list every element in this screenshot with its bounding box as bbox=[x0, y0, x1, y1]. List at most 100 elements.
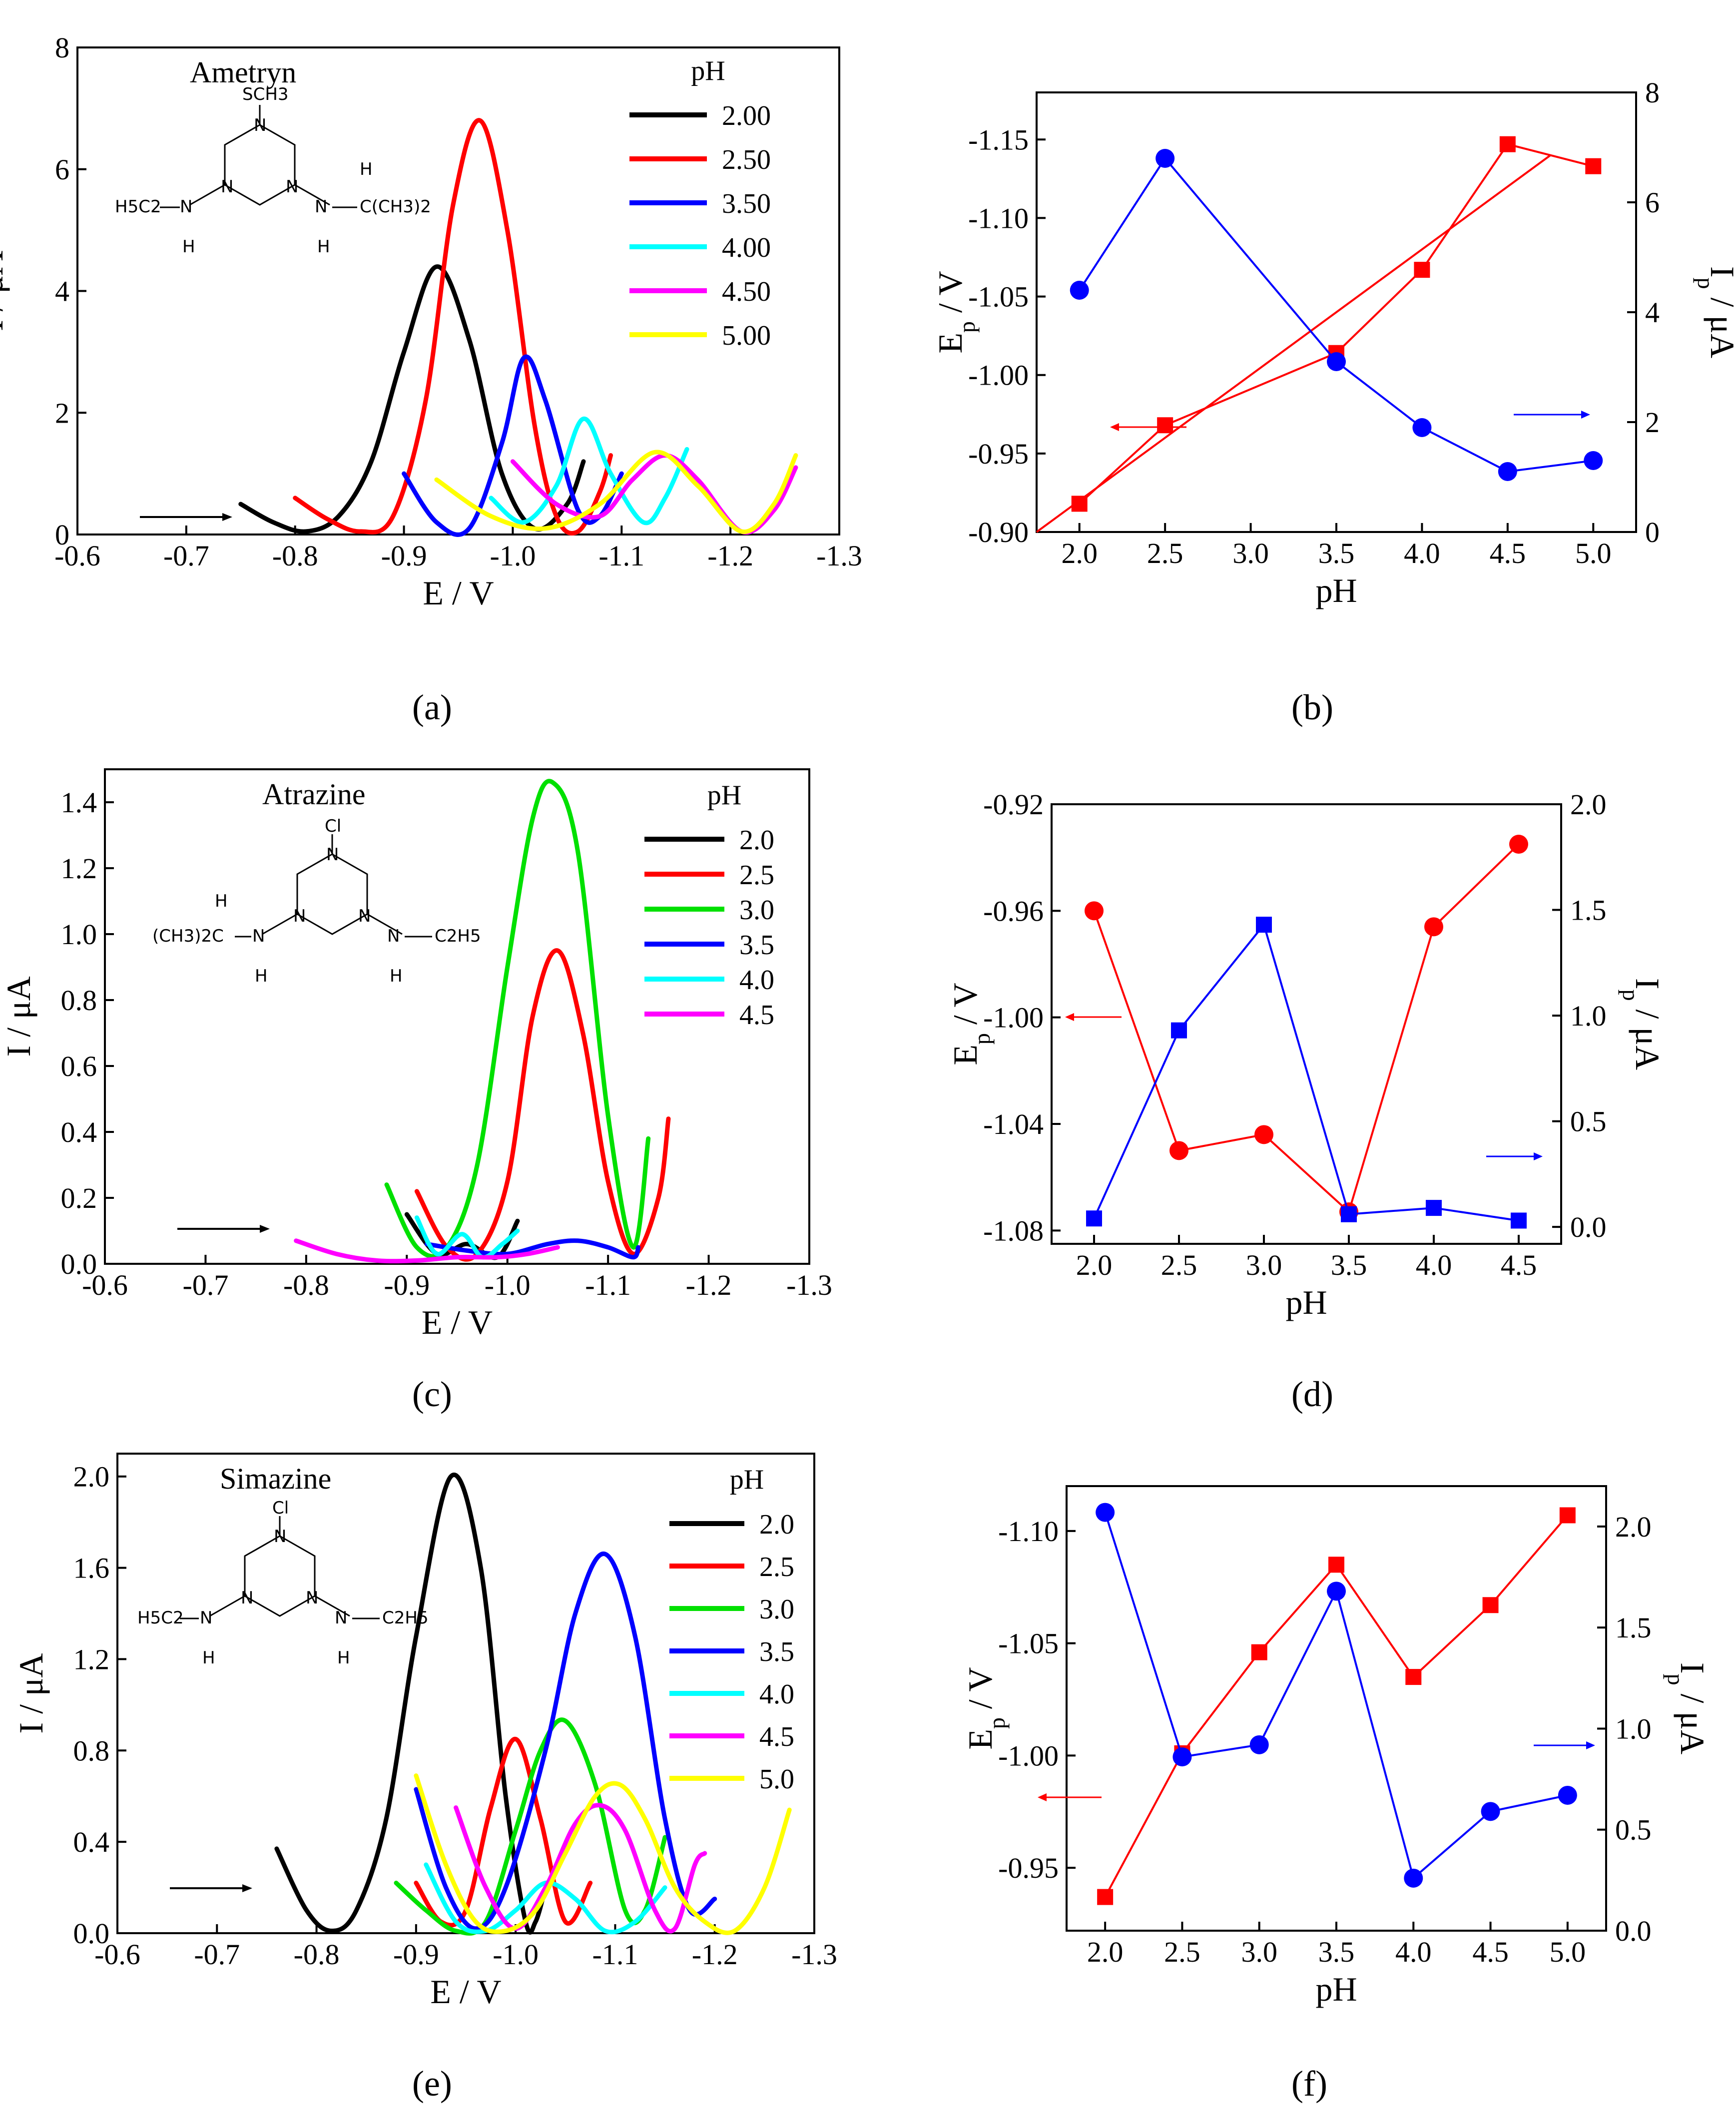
series-e bbox=[274, 1473, 792, 1936]
x-tick-label: 3.5 bbox=[1318, 537, 1355, 569]
ticks-f: 2.0 2.5 3.0 3.5 4.0 4.5 5.0 -0.95 -1.00 -1.05 -1.1… bbox=[961, 1511, 1712, 2008]
atom: H bbox=[360, 159, 373, 179]
y-tick-label: -1.00 bbox=[998, 1739, 1059, 1772]
y-tick-label: 0.6 bbox=[61, 1050, 97, 1082]
x-tick-label: -1.1 bbox=[585, 1269, 631, 1301]
series-line-Ep bbox=[1079, 143, 1594, 505]
right-axis-arrowhead-d bbox=[1534, 1152, 1543, 1160]
y-right-axis-label-sub: p bbox=[1664, 1674, 1689, 1685]
y-tick-label: -1.04 bbox=[983, 1108, 1044, 1140]
series-line-4.00 bbox=[489, 416, 689, 526]
y-tick-label: -1.10 bbox=[968, 202, 1029, 234]
series-d bbox=[1085, 835, 1528, 1229]
plot-frame-f bbox=[1066, 1485, 1607, 1932]
y-tick-label: 2.0 bbox=[73, 1461, 110, 1493]
y-tick-label: 0.0 bbox=[61, 1248, 97, 1280]
atom: N bbox=[221, 177, 233, 197]
series-line-Ep fit bbox=[1036, 154, 1551, 533]
legend-title: pH bbox=[730, 1464, 764, 1495]
legend-label: 5.00 bbox=[722, 320, 771, 351]
panel-e: -0.6 -0.7 -0.8 -0.9 -1.0 -1.1 -1.2 -1.3 0.0 0.4 0.… bbox=[12, 1453, 837, 2104]
molecule-name-a: Ametryn bbox=[190, 56, 296, 89]
data-point-circle bbox=[1481, 1802, 1500, 1821]
triazine-ring bbox=[224, 124, 296, 206]
y-right-axis-label-unit: / μA bbox=[1629, 1001, 1667, 1070]
y-axis-label-base: E bbox=[931, 333, 969, 354]
legend-label: 4.50 bbox=[722, 276, 771, 307]
x-tick-label: -1.1 bbox=[592, 1938, 638, 1971]
caption-d: (d) bbox=[1291, 1374, 1333, 1414]
y-right-axis-label-base: I bbox=[1674, 1662, 1712, 1674]
caption-b: (b) bbox=[1291, 687, 1333, 727]
x-tick-label: -0.6 bbox=[82, 1269, 128, 1301]
x-tick-label: 5.0 bbox=[1550, 1936, 1586, 1968]
atom-group: C(CH3)2 bbox=[360, 197, 431, 217]
x-tick-label: -0.8 bbox=[283, 1269, 329, 1301]
caption-c: (c) bbox=[412, 1374, 452, 1414]
x-axis-label: pH bbox=[1315, 1970, 1357, 2008]
x-tick-label: 3.0 bbox=[1232, 537, 1269, 569]
x-tick-label: -0.9 bbox=[393, 1938, 439, 1971]
arrow-head-e bbox=[242, 1884, 252, 1892]
legend-label: 2.5 bbox=[759, 1552, 794, 1583]
x-tick-label: -1.3 bbox=[786, 1269, 832, 1301]
x-tick-label: -1.3 bbox=[816, 539, 862, 572]
series-f bbox=[1096, 1503, 1577, 1905]
x-tick-label: 2.5 bbox=[1147, 537, 1183, 569]
y-tick-label: 2 bbox=[55, 397, 69, 429]
y-tick-label: 8 bbox=[55, 31, 69, 64]
legend-title: pH bbox=[691, 55, 725, 86]
y-tick-label: -0.90 bbox=[968, 516, 1029, 548]
x-tick-label: 3.0 bbox=[1246, 1249, 1282, 1281]
left-axis-arrowhead-f bbox=[1038, 1793, 1047, 1801]
molecule-simazine: Cl N N N N H H5C2 N H C2H5 bbox=[137, 1498, 429, 1668]
atom: N bbox=[358, 906, 371, 926]
y-tick-label: -0.92 bbox=[983, 788, 1044, 821]
atom: H bbox=[317, 237, 330, 257]
caption-f: (f) bbox=[1291, 2064, 1327, 2104]
plot-frame-d bbox=[1051, 803, 1562, 1245]
x-tick-label: -0.9 bbox=[381, 539, 427, 572]
x-axis-label: E / V bbox=[422, 1303, 493, 1341]
x-tick-label: 4.5 bbox=[1490, 537, 1526, 569]
x-axis-label: pH bbox=[1315, 571, 1357, 609]
y-axis-label: I / μA bbox=[12, 1653, 50, 1733]
y-tick-label: 0.4 bbox=[61, 1116, 97, 1148]
data-point-circle bbox=[1096, 1503, 1115, 1522]
bond bbox=[314, 1595, 350, 1617]
series-line-Ip bbox=[1093, 922, 1519, 1222]
ticks-b: 2.0 2.5 3.0 3.5 4.0 4.5 5.0 -0.90 -0.95 -1.00 -1.0… bbox=[931, 76, 1736, 609]
atom: N bbox=[200, 1608, 212, 1628]
y-right-axis-label-sub: p bbox=[1619, 990, 1644, 1001]
y-tick-label: 1.6 bbox=[73, 1552, 110, 1585]
y-axis-label-unit: / V bbox=[946, 983, 984, 1033]
y-right-tick-label: 2.0 bbox=[1570, 788, 1607, 821]
atom-group: Cl bbox=[325, 816, 341, 836]
bond bbox=[209, 1595, 245, 1617]
y-axis-label: I / μA bbox=[0, 976, 37, 1057]
data-point-square bbox=[1097, 1889, 1114, 1905]
x-tick-label: -0.6 bbox=[94, 1938, 140, 1971]
y-right-axis-label-base: I bbox=[1704, 266, 1736, 278]
legend-label: 2.0 bbox=[739, 825, 774, 856]
y-tick-label: 0.4 bbox=[73, 1826, 110, 1858]
atom-group: Cl bbox=[272, 1498, 289, 1518]
ticks-c: -0.6 -0.7 -0.8 -0.9 -1.0 -1.1 -1.2 -1.3 0.0 0.2 0.… bbox=[0, 786, 832, 1341]
triazine-ring bbox=[244, 1535, 316, 1617]
ticks-a: -0.6 -0.7 -0.8 -0.9 -1.0 -1.1 -1.2 -1.3 0 2 4 6 8 E /… bbox=[0, 31, 862, 612]
x-tick-label: 2.5 bbox=[1161, 1249, 1197, 1281]
atom: H bbox=[255, 966, 268, 986]
atom-group: H5C2 bbox=[115, 197, 161, 217]
data-point-square bbox=[1482, 1597, 1499, 1613]
series-line-Ep bbox=[1093, 843, 1520, 1214]
series-line-5.0 bbox=[414, 1773, 792, 1935]
legend-a: pH 2.00 2.50 3.50 4.00 4.50 5.00 bbox=[629, 55, 771, 351]
y-tick-label: 4 bbox=[55, 275, 69, 308]
y-right-tick-label: 1.5 bbox=[1570, 894, 1607, 927]
ticks-d: 2.0 2.5 3.0 3.5 4.0 4.5 -0.92 -0.96 -1.00 -1.04 -1… bbox=[946, 788, 1667, 1321]
y-right-tick-label: 4 bbox=[1645, 296, 1660, 329]
y-tick-label: 1.2 bbox=[73, 1643, 110, 1675]
atom: N bbox=[335, 1608, 347, 1628]
data-point-circle bbox=[1156, 149, 1175, 168]
y-axis-label-unit: / V bbox=[961, 1667, 999, 1717]
